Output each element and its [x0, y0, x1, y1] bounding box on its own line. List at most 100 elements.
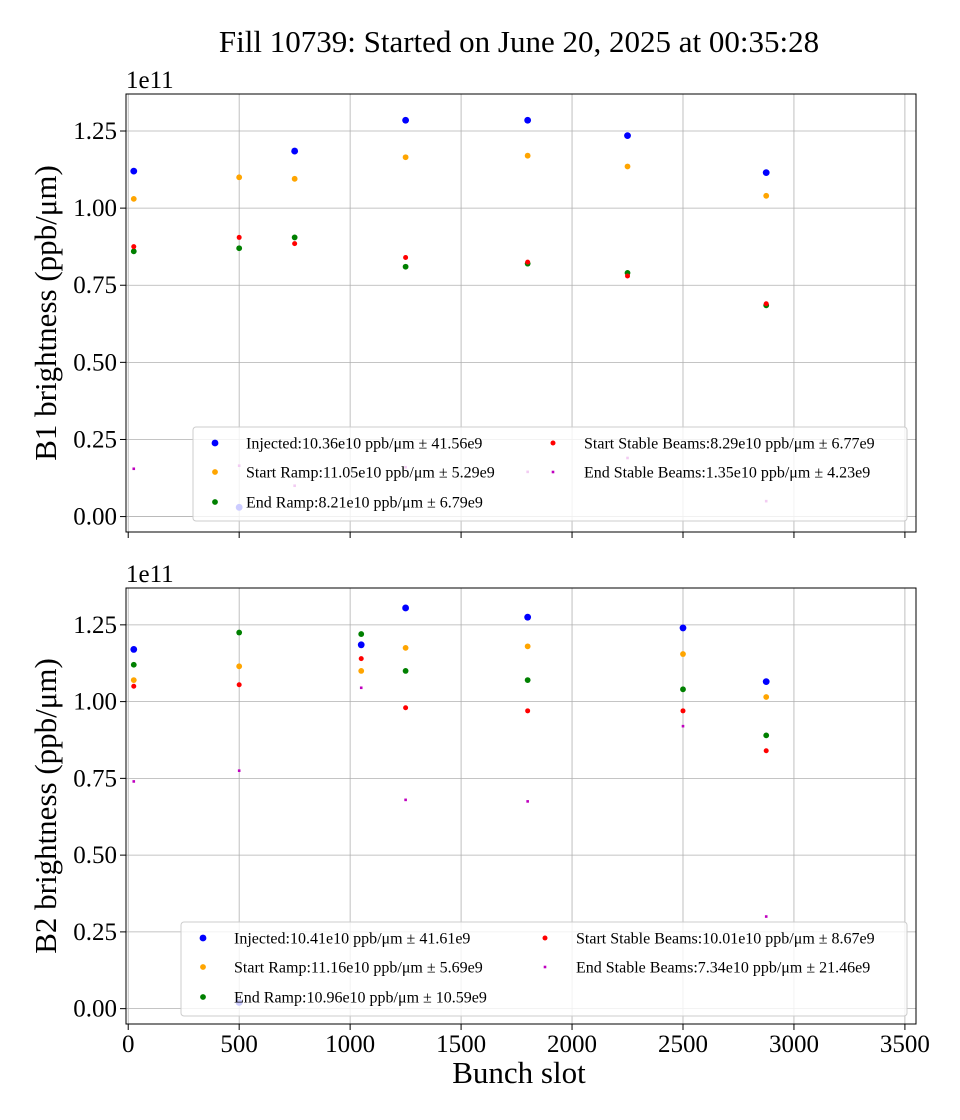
- b2-point-start-stable-beams: [403, 705, 409, 711]
- b2-legend-marker-start-ramp: [200, 964, 206, 970]
- b2-legend-marker-end-stable-beams: [543, 965, 547, 969]
- b1-legend-marker-end-ramp: [212, 499, 218, 505]
- b1-point-injected: [130, 167, 138, 175]
- b2-point-start-ramp: [130, 677, 137, 684]
- b1-point-end-ramp: [130, 248, 137, 255]
- b2-y-tick-label: 1.25: [73, 612, 117, 639]
- b1-legend-label-end-stable-beams: End Stable Beams:1.35e10 ppb/μm ± 4.23e9: [584, 465, 870, 482]
- b2-y-tick-label: 0.00: [73, 996, 117, 1023]
- b2-point-start-stable-beams: [680, 708, 686, 714]
- b1-legend: Injected:10.36e10 ppb/μm ± 41.56e9 Start …: [192, 426, 908, 522]
- b1-plot-frame: [125, 93, 917, 533]
- b1-point-end-ramp: [402, 263, 409, 270]
- b2-point-start-stable-beams: [358, 656, 364, 662]
- b1-point-start-ramp: [291, 175, 298, 182]
- b2-point-end-stable-beams: [237, 769, 241, 772]
- b2-point-start-ramp: [680, 651, 686, 657]
- b1-point-end-ramp: [291, 234, 298, 241]
- b2-x-tick-label: 500: [220, 1031, 258, 1058]
- b1-point-start-stable-beams: [763, 301, 769, 307]
- b1-point-injected: [624, 132, 631, 140]
- b1-point-start-stable-beams: [525, 259, 531, 265]
- b1-legend-marker-injected: [211, 439, 219, 447]
- b2-point-injected: [679, 624, 687, 632]
- b1-y-tick-label: 0.00: [73, 504, 117, 531]
- b1-point-start-stable-beams: [131, 244, 137, 250]
- b1-legend-label-start-ramp: Start Ramp:11.05e10 ppb/μm ± 5.29e9: [246, 465, 495, 482]
- x-axis-label: Bunch slot: [452, 1055, 586, 1090]
- b2-point-injected: [762, 678, 770, 686]
- b2-legend-label-start-ramp: Start Ramp:11.16e10 ppb/μm ± 5.69e9: [234, 960, 483, 977]
- b1-point-start-stable-beams: [292, 241, 298, 247]
- b1-legend-box: [192, 426, 908, 522]
- b1-y-axis-label: B1 brightness (ppb/μm): [28, 165, 63, 461]
- b1-legend-marker-start-stable-beams: [550, 440, 556, 446]
- b1-legend-label-injected: Injected:10.36e10 ppb/μm ± 41.56e9: [246, 436, 482, 453]
- b1-point-injected: [291, 147, 299, 155]
- b2-legend-label-injected: Injected:10.41e10 ppb/μm ± 41.61e9: [234, 931, 470, 948]
- b2-brightness-plot: 0 500 1000 1500 2000 2500 3000 3500 0.00 0.25 0.50…: [28, 561, 930, 1058]
- b2-point-start-ramp: [236, 663, 243, 670]
- b1-point-start-ramp: [624, 163, 631, 170]
- b2-point-end-ramp: [763, 732, 770, 739]
- b2-x-tick-label: 0: [122, 1031, 135, 1058]
- b2-point-start-stable-beams: [525, 708, 531, 714]
- b2-point-start-ramp: [402, 644, 409, 651]
- b2-point-start-ramp: [524, 643, 531, 650]
- b2-legend-marker-end-ramp: [200, 994, 206, 1000]
- b2-y-tick-label: 0.75: [73, 765, 117, 792]
- b2-point-start-stable-beams: [131, 683, 137, 689]
- b2-point-end-stable-beams: [404, 798, 407, 802]
- b1-brightness-plot: 0.00 0.25 0.50 0.75 1.00 1.25 1e11 B1 brightn…: [28, 67, 917, 538]
- b1-point-injected: [402, 116, 410, 124]
- b2-point-start-ramp: [763, 694, 770, 700]
- b2-legend-box: [180, 921, 908, 1017]
- b1-y-tick-label: 1.00: [73, 195, 117, 222]
- b1-point-end-stable-beams: [132, 467, 136, 471]
- b2-point-end-stable-beams: [132, 780, 136, 783]
- b1-point-start-stable-beams: [236, 234, 242, 240]
- b2-point-end-stable-beams: [359, 686, 363, 690]
- b2-x-tick-label: 1000: [325, 1031, 375, 1058]
- b2-legend-marker-injected: [199, 934, 207, 942]
- b2-point-end-ramp: [524, 677, 531, 684]
- b2-point-end-ramp: [358, 631, 365, 637]
- b2-point-start-ramp: [358, 668, 365, 674]
- b1-y-tick-label: 1.25: [73, 118, 117, 145]
- b1-point-start-ramp: [130, 195, 137, 202]
- b1-legend-marker-end-stable-beams: [551, 470, 555, 474]
- b2-legend: Injected:10.41e10 ppb/μm ± 41.61e9 Start …: [180, 921, 908, 1017]
- b1-point-start-ramp: [236, 174, 243, 181]
- b1-y-offset-label: 1e11: [126, 67, 174, 94]
- b2-legend-label-start-stable-beams: Start Stable Beams:10.01e10 ppb/μm ± 8.6…: [576, 931, 875, 948]
- b2-point-end-stable-beams: [681, 724, 685, 728]
- figure-title: Fill 10739: Started on June 20, 2025 at …: [219, 24, 819, 59]
- b1-legend-label-end-ramp: End Ramp:8.21e10 ppb/μm ± 6.79e9: [246, 495, 483, 512]
- b1-point-start-ramp: [763, 192, 770, 199]
- b2-point-end-ramp: [402, 668, 409, 674]
- b2-point-end-stable-beams: [526, 800, 529, 803]
- b2-y-tick-label: 1.00: [73, 689, 117, 716]
- b1-point-start-ramp: [402, 154, 409, 161]
- b1-legend-marker-start-ramp: [212, 469, 218, 475]
- b1-y-tick-label: 0.50: [73, 349, 117, 376]
- b1-point-injected: [762, 169, 770, 177]
- b1-point-start-ramp: [524, 152, 531, 159]
- b2-x-tick-label: 2000: [547, 1031, 597, 1058]
- b2-x-tick-label: 2500: [658, 1031, 708, 1058]
- b2-y-offset-label: 1e11: [126, 561, 174, 588]
- b1-point-end-ramp: [236, 245, 243, 252]
- b2-point-start-stable-beams: [763, 748, 769, 754]
- b1-point-injected: [524, 116, 532, 124]
- b2-legend-label-end-ramp: End Ramp:10.96e10 ppb/μm ± 10.59e9: [234, 990, 487, 1007]
- b2-point-end-stable-beams: [764, 915, 768, 918]
- b2-point-injected: [402, 604, 410, 612]
- b2-y-tick-label: 0.50: [73, 842, 117, 869]
- b2-point-injected: [524, 613, 532, 621]
- b2-legend-label-end-stable-beams: End Stable Beams:7.34e10 ppb/μm ± 21.46e…: [576, 960, 870, 977]
- b2-point-end-ramp: [680, 686, 686, 693]
- b2-point-injected: [130, 646, 138, 653]
- b1-y-tick-label: 0.25: [73, 426, 117, 453]
- b1-point-start-stable-beams: [625, 273, 631, 279]
